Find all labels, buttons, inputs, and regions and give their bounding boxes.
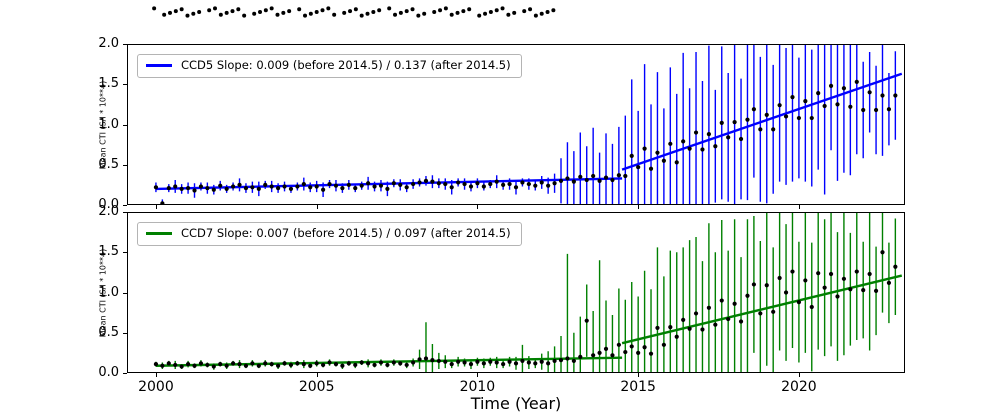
y-tick-label: 1.5 bbox=[98, 76, 119, 92]
x-tick-label: 2020 bbox=[781, 379, 817, 395]
y-axis-label-bottom: Mean CTI (S/I * 10**4) bbox=[98, 248, 108, 338]
y-tick-label: 1.0 bbox=[98, 284, 119, 300]
y-axis-label-top: Mean CTI (S/I * 10**4) bbox=[98, 80, 108, 170]
y-tick-label: 0.0 bbox=[98, 365, 119, 380]
legend-ccd7: CCD7 Slope: 0.007 (before 2014.5) / 0.09… bbox=[137, 222, 522, 246]
legend-ccd5: CCD5 Slope: 0.009 (before 2014.5) / 0.13… bbox=[137, 54, 522, 78]
y-tick-label: 1.5 bbox=[98, 244, 119, 260]
x-tick-label: 2000 bbox=[138, 379, 174, 395]
legend-label-ccd7: CCD7 Slope: 0.007 (before 2014.5) / 0.09… bbox=[181, 226, 511, 240]
x-tick-label: 2005 bbox=[298, 379, 335, 395]
y-tick-label: 2.0 bbox=[98, 36, 119, 51]
legend-line-sample-ccd5 bbox=[146, 64, 172, 67]
y-tick-label: 0.5 bbox=[98, 324, 119, 340]
y-tick-label: 0.5 bbox=[98, 156, 119, 172]
legend-label-ccd5: CCD5 Slope: 0.009 (before 2014.5) / 0.13… bbox=[181, 58, 511, 72]
x-axis-label: Time (Year) bbox=[470, 394, 562, 413]
y-tick-label: 0.0 bbox=[98, 197, 119, 212]
y-tick-label: 1.0 bbox=[98, 116, 119, 132]
legend-line-sample-ccd7 bbox=[146, 232, 172, 235]
y-tick-label: 2.0 bbox=[98, 204, 119, 219]
x-tick-label: 2015 bbox=[620, 379, 656, 395]
x-tick-label: 2010 bbox=[459, 379, 496, 395]
